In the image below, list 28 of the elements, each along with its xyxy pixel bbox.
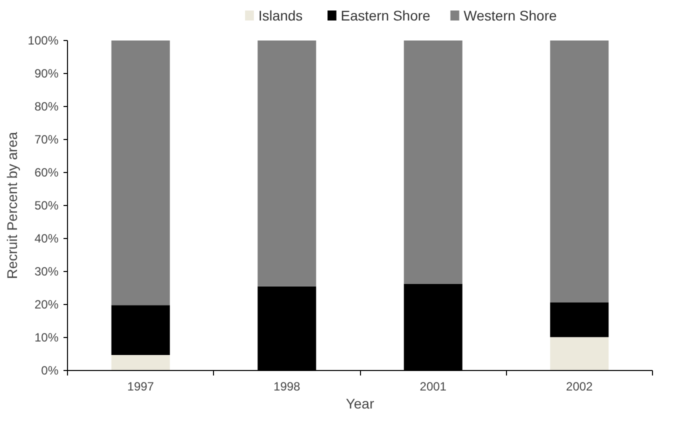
y-tick-label: 90% bbox=[34, 66, 59, 80]
y-tick-label: 70% bbox=[34, 132, 59, 146]
y-tick-label: 50% bbox=[34, 198, 59, 212]
x-tick-label: 1998 bbox=[274, 380, 301, 394]
y-tick-label: 0% bbox=[41, 364, 59, 378]
bar bbox=[550, 337, 609, 370]
legend-label: Eastern Shore bbox=[340, 8, 431, 24]
x-tick-label: 2001 bbox=[420, 380, 447, 394]
bar bbox=[404, 40, 462, 284]
x-tick-label: 2002 bbox=[566, 380, 594, 394]
bar bbox=[111, 305, 170, 355]
y-tick-label: 100% bbox=[28, 34, 59, 48]
y-tick-label: 40% bbox=[34, 232, 59, 246]
legend-label: Islands bbox=[258, 8, 303, 24]
y-tick-label: 80% bbox=[34, 100, 59, 114]
bar bbox=[550, 302, 609, 338]
bar bbox=[111, 40, 170, 306]
y-tick-label: 30% bbox=[34, 264, 59, 278]
legend-label: Western Shore bbox=[464, 8, 557, 24]
y-tick-label: 20% bbox=[34, 298, 59, 312]
y-axis-title: Recruit Percent by area bbox=[4, 132, 20, 280]
bar bbox=[550, 40, 609, 303]
bar bbox=[111, 354, 170, 370]
y-tick-label: 60% bbox=[34, 166, 59, 180]
bar bbox=[258, 40, 316, 286]
y-tick-label: 10% bbox=[34, 330, 59, 344]
x-tick-label: 1997 bbox=[127, 380, 154, 394]
x-axis-title: Year bbox=[346, 396, 374, 412]
